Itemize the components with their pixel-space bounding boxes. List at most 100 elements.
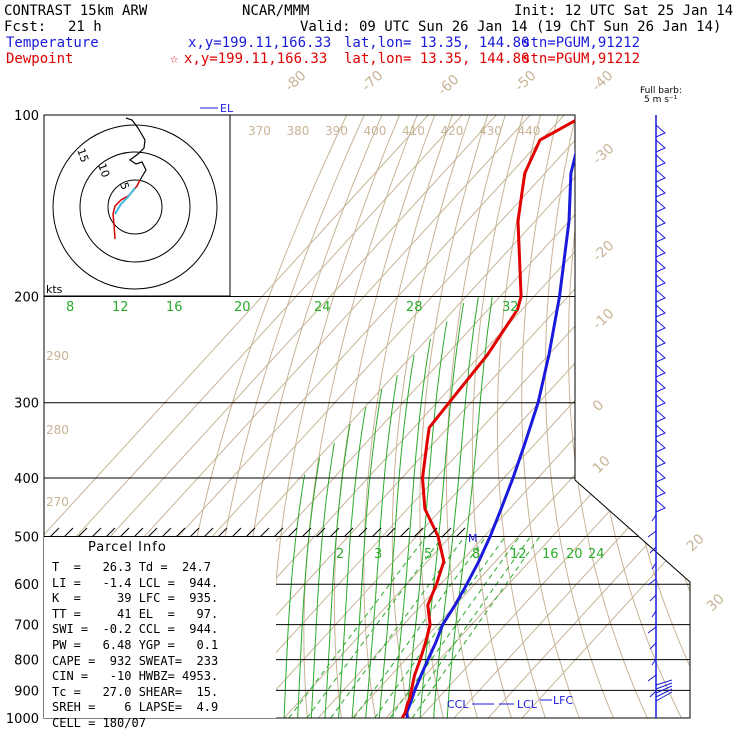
barb-scale-label: Full barb: <box>640 86 682 96</box>
pressure-tick-label: 900 <box>14 684 39 699</box>
barb-scale-units: 5 m s⁻¹ <box>644 95 678 105</box>
ccl-label: CCL <box>447 698 469 711</box>
wind-barb <box>655 454 666 468</box>
isotherm-line <box>204 115 690 718</box>
parcel-info-row: K = 39 LFC = 935. <box>52 591 219 606</box>
mixing-ratio-line <box>306 536 444 718</box>
wind-barb <box>655 199 666 213</box>
isotherm-line <box>408 115 690 718</box>
wind-barb <box>651 514 657 522</box>
mixing-ratio-line <box>411 536 541 718</box>
dry-adiabat-line <box>471 115 532 718</box>
hodograph-frame <box>43 114 231 297</box>
moist-adiabat-line <box>419 302 465 718</box>
mixing-ratio-label: 5 <box>424 547 432 562</box>
pressure-tick-label: 200 <box>14 291 39 306</box>
parcel-info-row: CAPE = 932 SWEAT= 233 <box>52 653 219 668</box>
wind-barb <box>655 364 666 378</box>
temperature-line <box>405 115 587 718</box>
mixing-ratio-line <box>389 536 520 718</box>
moist-adiabat-line <box>365 375 398 718</box>
temperature-legend-label: Temperature <box>6 35 99 51</box>
frontal-hatch <box>175 527 186 538</box>
isotherm-line <box>476 115 690 718</box>
moist-adiabat-line <box>297 457 321 718</box>
wind-barb <box>655 184 666 198</box>
pressure-tick-label: 800 <box>14 654 39 669</box>
isotherm-label: -60 <box>435 72 463 99</box>
frontal-hatch <box>329 527 340 538</box>
wind-barb <box>655 424 666 438</box>
frontal-hatch <box>189 527 200 538</box>
mixing-ratio-line <box>401 536 532 718</box>
frontal-hatch <box>371 527 382 538</box>
isotherm-label: -20 <box>590 238 618 265</box>
mixing-ratio-label: 20 <box>566 547 583 562</box>
wind-barb <box>655 688 673 698</box>
dry-adiabat-line <box>544 115 620 718</box>
theta-e-label: 32 <box>502 300 519 315</box>
theta-label: 410 <box>402 124 425 138</box>
frontal-hatch <box>91 527 102 538</box>
isotherm-label: 0 <box>590 397 607 415</box>
frontal-hatch <box>231 527 242 538</box>
wind-barb <box>655 274 666 288</box>
theta-label: 370 <box>248 124 271 138</box>
wind-barb <box>655 214 666 228</box>
wind-barb <box>647 626 657 634</box>
star-icon: ☆ <box>170 51 179 67</box>
wind-barb <box>655 229 666 243</box>
hodograph-ring-label: 5 <box>117 181 132 192</box>
wind-barb <box>651 562 657 570</box>
theta-e-label: 12 <box>112 300 129 315</box>
theta-label: 390 <box>325 124 348 138</box>
frontal-hatch <box>133 527 144 538</box>
dry-adiabat-line <box>521 115 585 718</box>
temperature-latlon: lat,lon= 13.35, 144.80 <box>344 35 530 51</box>
parcel-info-row: Tc = 27.0 SHEAR= 15. <box>52 684 219 699</box>
frontal-hatch <box>315 527 326 538</box>
wind-barb <box>655 349 666 363</box>
dry-adiabat-line <box>567 115 654 718</box>
frontal-hatch <box>105 527 116 538</box>
frontal-hatch <box>427 527 438 538</box>
parcel-info-row: TT = 41 EL = 97. <box>52 606 219 621</box>
wind-barb <box>655 319 666 333</box>
wind-barb <box>651 658 657 666</box>
parcel-info-row: SWI = -0.2 CCL = 944. <box>52 622 219 637</box>
dewpoint-xy: x,y=199.11,166.33 <box>184 51 328 67</box>
moist-adiabat-line <box>283 474 306 718</box>
frontal-hatch <box>49 527 60 538</box>
moist-adiabat-line <box>324 423 351 718</box>
theta-e-label: 28 <box>406 300 423 315</box>
parcel-info-row: LI = -1.4 LCL = 944. <box>52 575 219 590</box>
moist-adiabat-line <box>392 338 431 718</box>
isotherm-line <box>44 115 488 718</box>
isotherm-line <box>510 115 690 718</box>
dry-adiabat-line <box>714 87 740 730</box>
dewpoint-legend-label: Dewpoint <box>6 51 74 67</box>
frontal-hatch <box>343 527 354 538</box>
pressure-tick-label: 500 <box>14 530 39 545</box>
isotherm-label: 30 <box>704 591 728 615</box>
hodograph-ring-label: 10 <box>95 162 112 180</box>
frontal-hatch <box>161 527 172 538</box>
mixing-ratio-line <box>330 536 466 718</box>
valid-label: Valid: 09 UTC Sun 26 Jan 14 (19 ChT Sun … <box>300 19 722 35</box>
moist-adiabat-line <box>406 321 448 718</box>
isotherm-line <box>238 115 690 718</box>
frontal-hatch <box>441 527 452 538</box>
moist-adiabat-line <box>351 389 383 718</box>
wind-barb <box>655 379 666 393</box>
lcl-label: LCL <box>517 698 538 711</box>
dry-adiabat-line <box>733 87 740 730</box>
frontal-hatch <box>63 527 74 538</box>
isotherm-line <box>44 115 522 718</box>
dry-adiabat-line <box>633 115 690 718</box>
wind-barb <box>655 259 666 273</box>
theta-e-label: 16 <box>166 300 183 315</box>
dry-adiabat-line <box>363 115 463 718</box>
isotherm-label: -40 <box>589 68 617 95</box>
frontal-hatch <box>203 527 214 538</box>
